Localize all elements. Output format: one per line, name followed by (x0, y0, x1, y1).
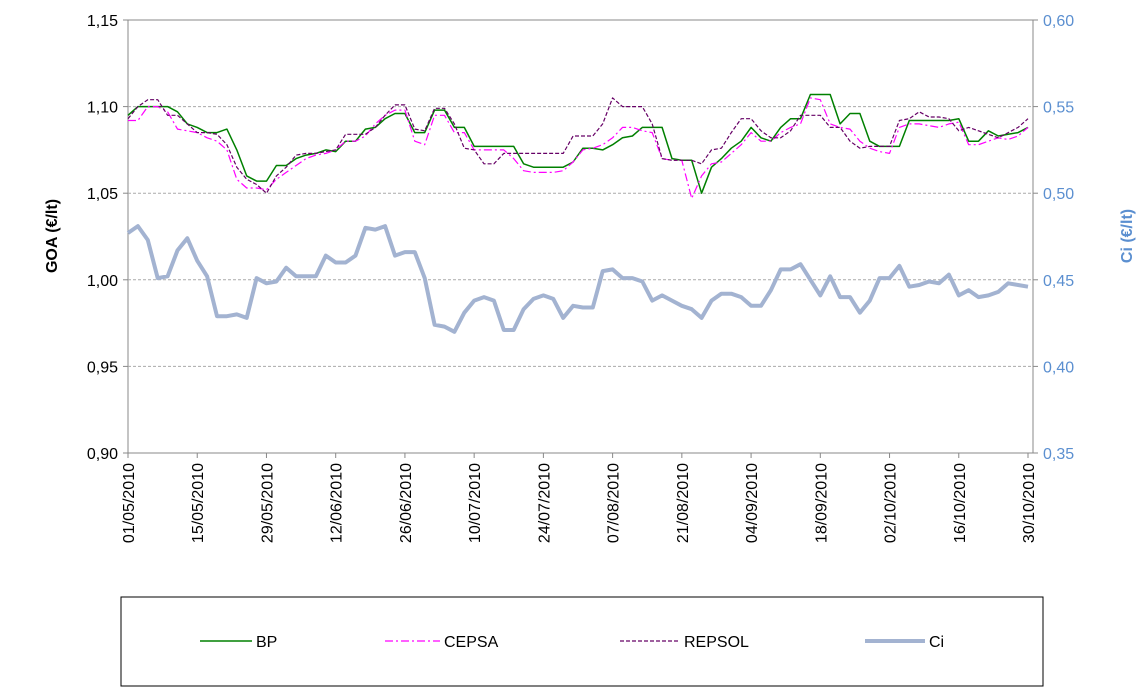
x-tick-label: 10/07/2010 (467, 463, 484, 543)
x-tick-label: 18/09/2010 (813, 463, 830, 543)
x-tick-label: 07/08/2010 (606, 463, 623, 543)
y-tick-label: 1,00 (87, 273, 118, 290)
series-line (127, 97, 1029, 194)
x-tick-label: 02/10/2010 (883, 463, 900, 543)
y2-tick-label: 0,40 (1043, 359, 1074, 376)
x-tick-label: 15/05/2010 (190, 463, 207, 543)
y2-tick-label: 0,35 (1043, 446, 1074, 463)
x-tick-label: 24/07/2010 (536, 463, 553, 543)
series-line (126, 224, 1029, 334)
y-tick-label: 0,90 (87, 446, 118, 463)
x-tick-label: 01/05/2010 (121, 463, 138, 543)
y-axis-label: GOA (€/lt) (44, 199, 61, 273)
y2-tick-label: 0,55 (1043, 100, 1074, 117)
x-tick-label: 26/06/2010 (398, 463, 415, 543)
series-line (127, 93, 1029, 194)
y-tick-label: 0,95 (87, 359, 118, 376)
y-tick-label: 1,15 (87, 13, 118, 30)
y-tick-label: 1,05 (87, 186, 118, 203)
y2-tick-label: 0,50 (1043, 186, 1074, 203)
legend-label: Ci (929, 634, 944, 651)
y2-tick-label: 0,60 (1043, 13, 1074, 30)
x-tick-label: 16/10/2010 (952, 463, 969, 543)
x-tick-label: 30/10/2010 (1021, 463, 1038, 543)
x-tick-label: 21/08/2010 (675, 463, 692, 543)
legend-label: BP (256, 634, 277, 651)
y2-tick-label: 0,45 (1043, 273, 1074, 290)
series-line (128, 97, 1029, 199)
x-tick-label: 29/05/2010 (259, 463, 276, 543)
plot-frame (127, 19, 1034, 454)
x-tick-label: 04/09/2010 (744, 463, 761, 543)
y2-axis-label: Ci (€/lt) (1119, 209, 1136, 263)
legend-label: REPSOL (684, 634, 749, 651)
y-tick-label: 1,10 (87, 100, 118, 117)
x-tick-label: 12/06/2010 (329, 463, 346, 543)
legend-label: CEPSA (444, 634, 499, 651)
legend-box (120, 596, 1044, 687)
